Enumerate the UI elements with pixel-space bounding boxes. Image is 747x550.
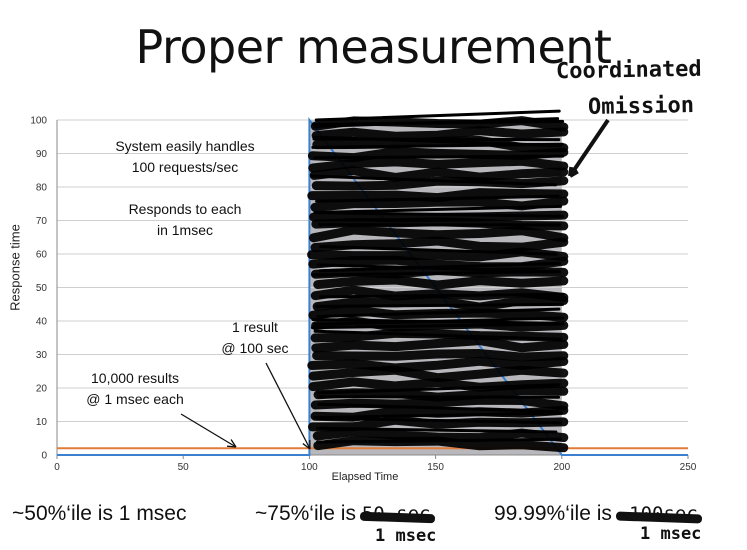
x-tick-label: 100 (301, 462, 318, 473)
scribble-mark (307, 109, 569, 453)
scribble-stroke (316, 263, 556, 274)
scribble-stroke (311, 336, 569, 353)
annotation-system-line2: 100 requests/sec (131, 159, 239, 175)
scribble-stroke (313, 204, 563, 214)
annotation-responds-line1: Responds to each (128, 201, 242, 217)
scribble-stroke (310, 395, 569, 411)
y-tick-label: 70 (36, 216, 48, 227)
y-tick-label: 50 (36, 283, 48, 294)
x-tick-label: 0 (54, 462, 60, 473)
annotation-responds: Responds to each in 1msec (70, 199, 300, 241)
scribble-stroke (308, 365, 569, 383)
x-tick-label: 150 (427, 462, 444, 473)
scribble-stroke (308, 156, 569, 173)
annotation-many-results-line1: 10,000 results (91, 370, 179, 386)
annotation-responds-line2: in 1msec (156, 222, 214, 238)
scribble-stroke (316, 416, 562, 425)
annotation-one-result: 1 result @ 100 sec (200, 317, 310, 359)
scribble-stroke (315, 194, 560, 203)
y-tick-label: 0 (41, 451, 47, 462)
y-tick-labels: 0 10 20 30 40 50 60 70 80 90 100 (30, 116, 47, 462)
y-tick-label: 40 (36, 317, 48, 328)
scribble-stroke (319, 292, 565, 299)
arrow-coordinated-omission (568, 118, 610, 178)
chart-series (57, 117, 688, 456)
scribble-stroke (312, 119, 565, 127)
stat-p75-prefix: ~75%‘ile is (255, 502, 362, 525)
stat-p9999: 99.99%‘ile is ~100sec (494, 502, 698, 526)
scribble-stroke (308, 255, 569, 272)
annotation-system: System easily handles 100 requests/sec (70, 136, 300, 178)
x-tick-label: 200 (553, 462, 570, 473)
scribble-stroke (311, 126, 569, 141)
scribble-stroke (317, 402, 560, 414)
scribble-stroke (315, 211, 564, 218)
y-tick-label: 20 (36, 384, 48, 395)
scribble-stroke (309, 174, 557, 187)
scribble-stroke (312, 137, 561, 142)
scribble-stroke (313, 411, 563, 420)
x-tick-label: 250 (680, 462, 697, 473)
scribble-stroke (311, 142, 564, 149)
scribble-stroke (316, 383, 560, 395)
y-tick-label: 10 (36, 417, 48, 428)
scribble-stroke (311, 318, 559, 325)
scribble-stroke (313, 275, 569, 290)
y-tick-label: 90 (36, 149, 48, 160)
scribble-stroke (312, 296, 569, 312)
stat-p75-correction: 1 msec (375, 526, 437, 546)
scribble-stroke (315, 437, 562, 444)
annotation-system-line1: System easily handles (115, 138, 255, 154)
annotation-many-results-line2: @ 1 msec each (86, 391, 184, 407)
arrow-coordinated-omission-head (568, 166, 579, 178)
annotation-many-results: 10,000 results @ 1 msec each (65, 368, 205, 410)
annotation-one-result-line1: 1 result (232, 319, 278, 335)
stat-p50: ~50%‘ile is 1 msec (12, 502, 187, 525)
y-axis-label: Response time (7, 224, 23, 311)
scribble-stroke (311, 270, 561, 277)
x-axis-label: Elapsed Time (331, 471, 399, 483)
arrow-many-results (180, 413, 237, 448)
scribble-stroke (316, 426, 558, 434)
stat-p9999-prefix: 99.99%‘ile is (494, 502, 618, 525)
callout-coordinated: Coordinated (555, 56, 702, 85)
scribble-stroke (312, 349, 569, 362)
slide-title: Proper measurement (135, 20, 612, 74)
scribble-stroke (313, 154, 565, 160)
scribble-stroke (316, 307, 561, 318)
callout-omission: Omission (587, 93, 695, 120)
scribble-stroke (310, 285, 569, 302)
stat-p9999-correction: 1 msec (640, 524, 702, 544)
stat-p75-struck: 50 sec (361, 503, 431, 525)
scribble-stroke (310, 236, 569, 252)
arrow-many-results-head (226, 439, 237, 448)
annotation-one-result-line2: @ 100 sec (221, 340, 289, 356)
scribble-stroke (309, 225, 569, 243)
y-tick-label: 100 (30, 116, 47, 127)
scribble-stroke (309, 166, 569, 182)
annotation-arrows (180, 118, 610, 450)
stat-p9999-struck: ~100sec (617, 503, 698, 525)
y-tick-label: 60 (36, 250, 48, 261)
arrow-one-result-head (302, 439, 311, 450)
scribble-stroke (313, 329, 563, 341)
scribble-stroke (314, 109, 561, 122)
x-tick-labels: 0 50 100 150 200 250 (54, 462, 697, 473)
y-tick-label: 30 (36, 350, 48, 361)
series-line (57, 117, 688, 456)
stat-p75: ~75%‘ile is 50 sec (255, 502, 430, 526)
y-tick-label: 80 (36, 183, 48, 194)
scribble-stroke (319, 245, 558, 256)
scribble-stroke (310, 322, 565, 330)
x-tick-label: 50 (178, 462, 190, 473)
arrow-one-result (265, 362, 311, 450)
scribble-stroke (307, 356, 569, 373)
scribble-stroke (315, 302, 565, 308)
